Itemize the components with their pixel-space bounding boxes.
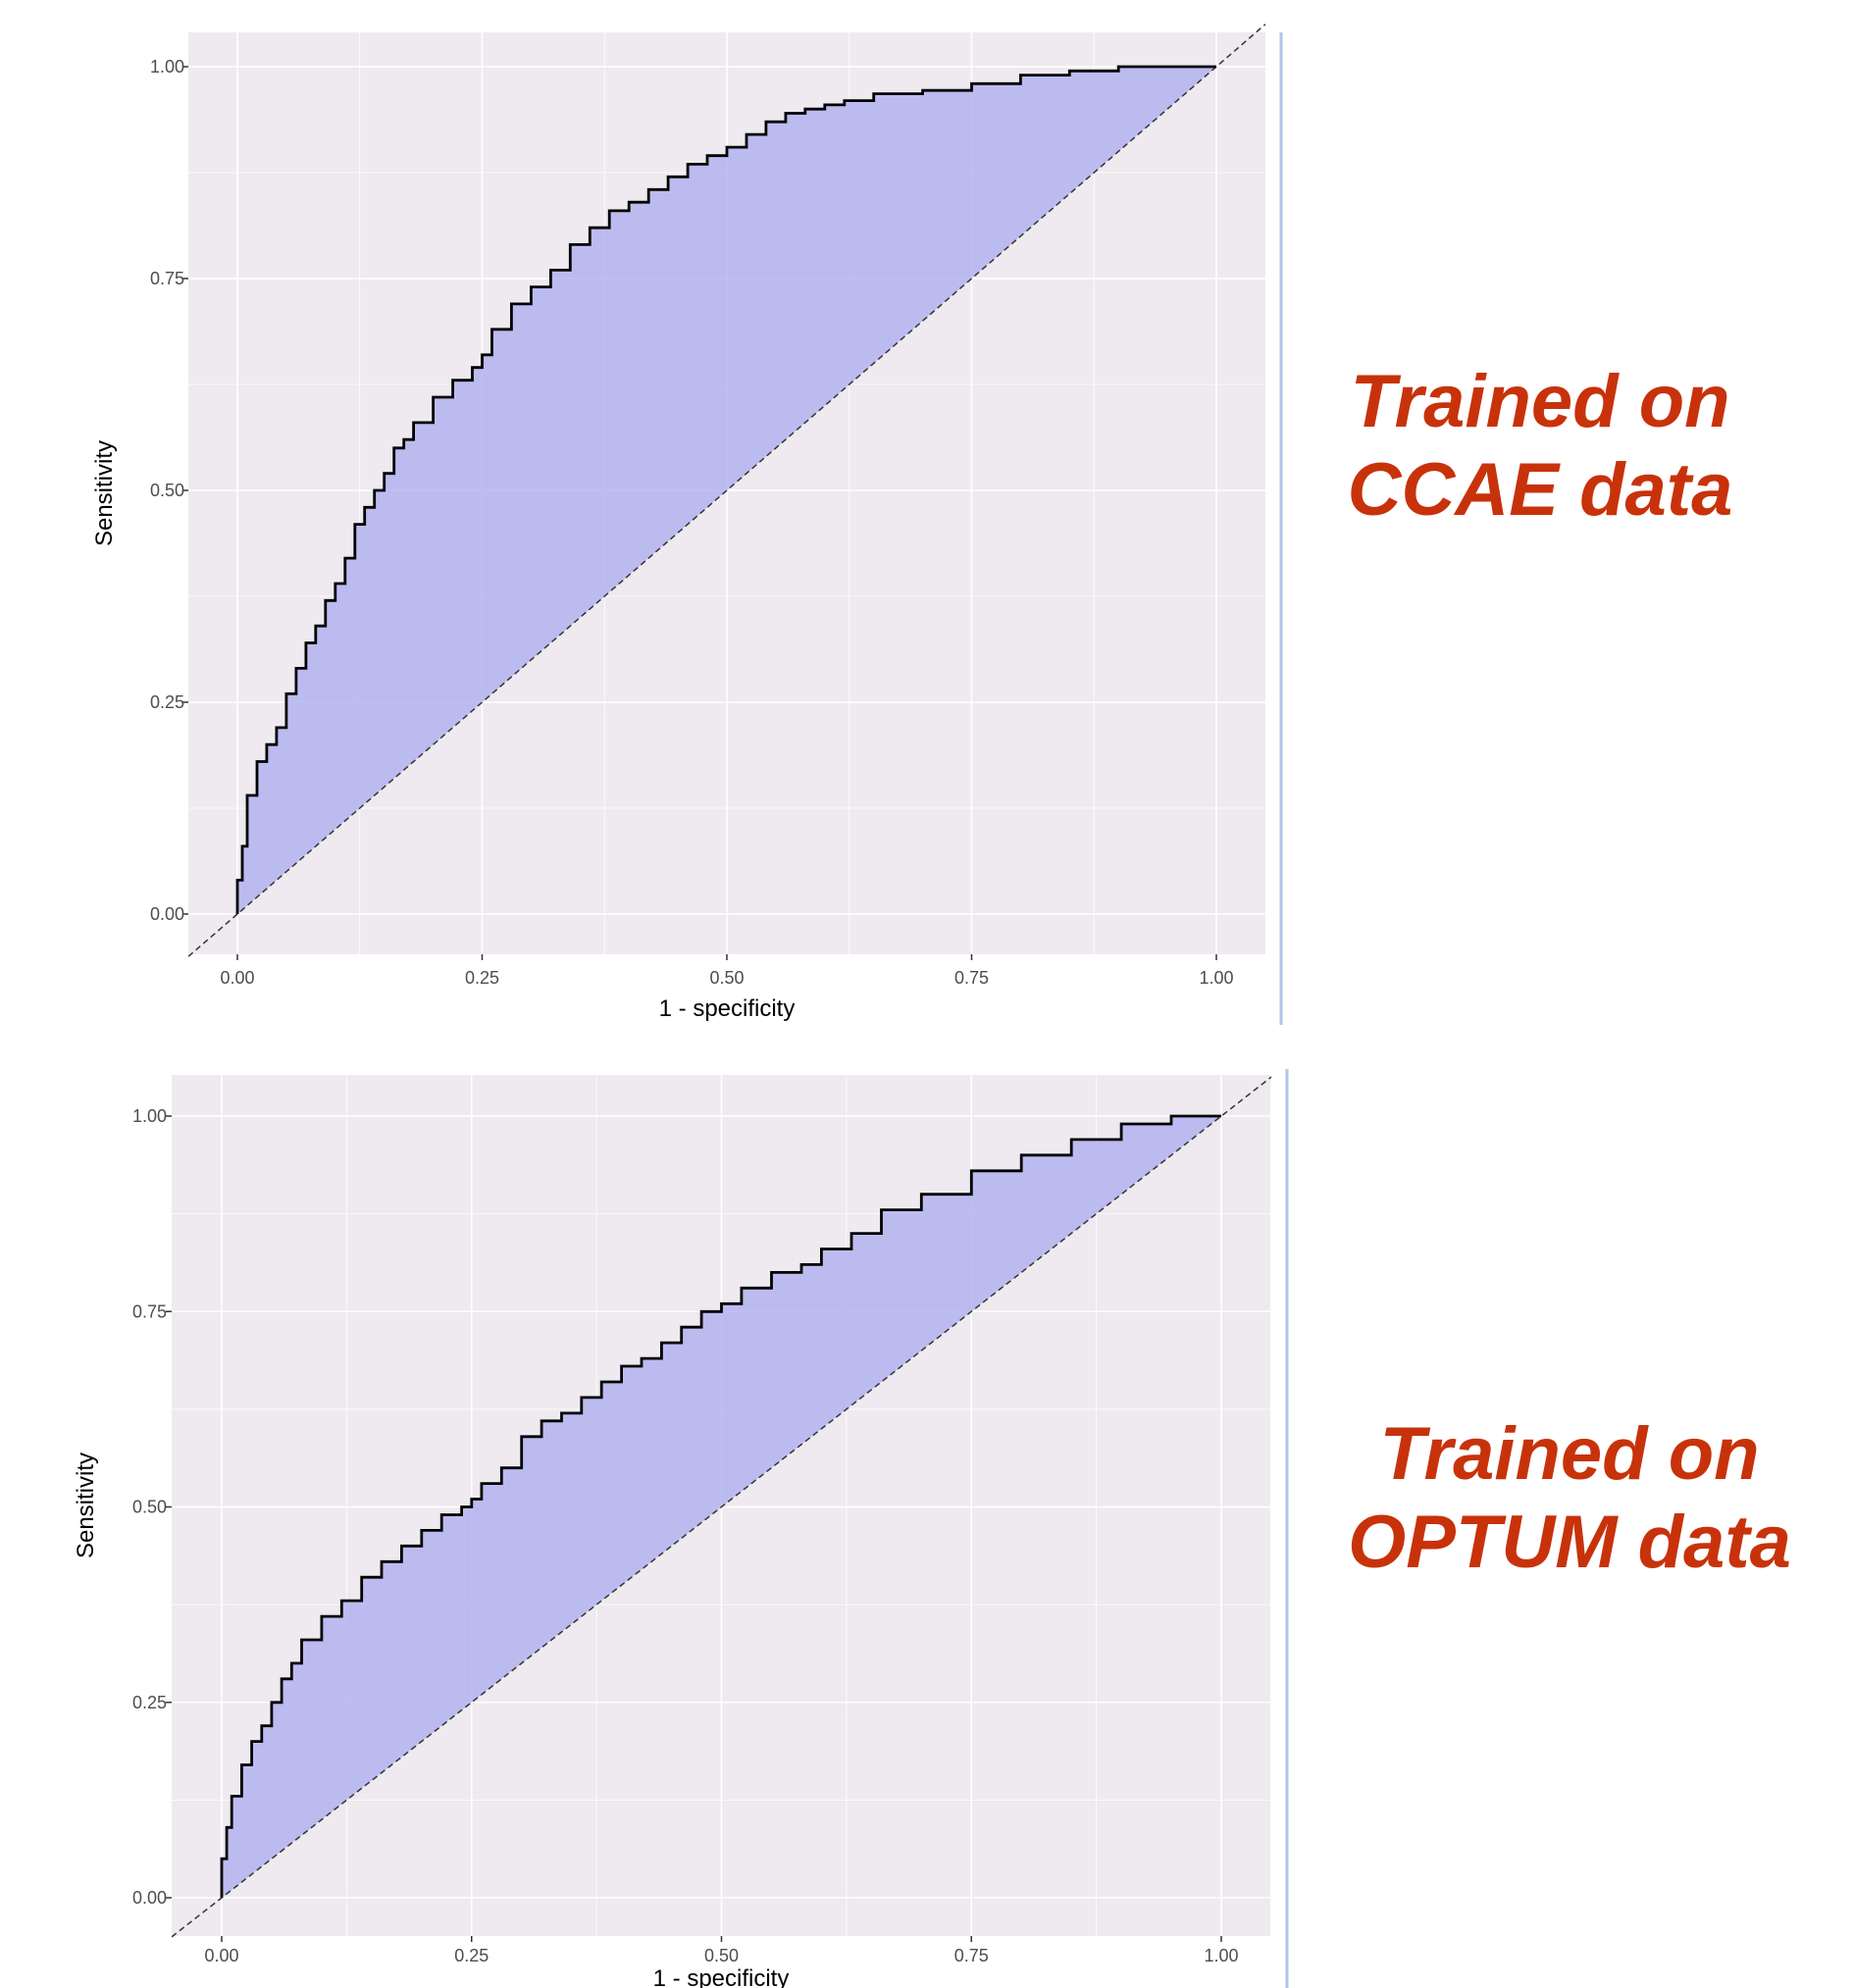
chart-1-x-tick-label: 0.50 [709, 968, 744, 988]
chart-1-y-tick-label: 0.50 [150, 481, 184, 500]
chart-2-x-tick-label: 1.00 [1204, 1946, 1238, 1965]
chart-1-roc-curve [235, 65, 1216, 914]
chart-1-x-tick-label: 1.00 [1199, 968, 1233, 988]
chart-1-y-axis-title: Sensitivity [91, 440, 118, 546]
chart-2-y-tick-label: 0.50 [132, 1498, 167, 1517]
chart-2-diagonal-line [171, 1076, 1272, 1938]
chart-1-area [237, 67, 1216, 914]
chart-2-y-tick-label: 1.00 [132, 1106, 167, 1126]
caption-ccae-line-1: Trained on [1350, 360, 1730, 443]
caption-optum-line-2: OPTUM data [1348, 1501, 1791, 1584]
chart-1-y-tick-label: 1.00 [150, 57, 184, 76]
chart-2-x-tick-label: 0.25 [454, 1946, 489, 1965]
chart-2-x-tick-label: 0.50 [704, 1946, 739, 1965]
caption-optum: Trained on OPTUM data [1295, 1410, 1844, 1587]
chart-2-y-tick-label: 0.75 [132, 1301, 167, 1321]
chart-1-x-tick-label: 0.00 [220, 968, 254, 988]
chart-2-roc-curve [220, 1114, 1221, 1898]
chart-1-y-tick-label: 0.75 [150, 269, 184, 288]
chart-1-y-tick-label: 0.00 [150, 904, 184, 924]
chart-2-y-axis-title: Sensitivity [73, 1453, 99, 1558]
caption-optum-line-1: Trained on [1379, 1412, 1760, 1496]
chart-1-x-tick-label: 0.25 [465, 968, 499, 988]
chart-1-x-tick-label: 0.75 [954, 968, 989, 988]
chart-2-y-tick-label: 0.00 [132, 1888, 167, 1908]
caption-ccae: Trained on CCAE data [1275, 358, 1805, 535]
caption-ccae-line-2: CCAE data [1347, 448, 1733, 532]
chart-2-y-tick-label: 0.25 [132, 1693, 167, 1712]
chart-2-x-tick-label: 0.00 [204, 1946, 238, 1965]
chart-1-y-tick-label: 0.25 [150, 692, 184, 712]
chart-1-diagonal-line [187, 24, 1266, 957]
chart-2-group: 0.00 0.25 0.50 0.75 1.00 0.00 0.25 0.50 0.75 1.00… [73, 1069, 1289, 1988]
chart-1-x-axis-title: 1 - specificity [659, 995, 796, 1022]
chart-2-x-axis-title: 1 - specificity [653, 1965, 790, 1988]
chart-1-group: 0.00 0.25 0.50 0.75 1.00 0.00 0.25 0.50 0.75 1.00… [91, 24, 1283, 1025]
chart-2-x-tick-label: 0.75 [954, 1946, 989, 1965]
